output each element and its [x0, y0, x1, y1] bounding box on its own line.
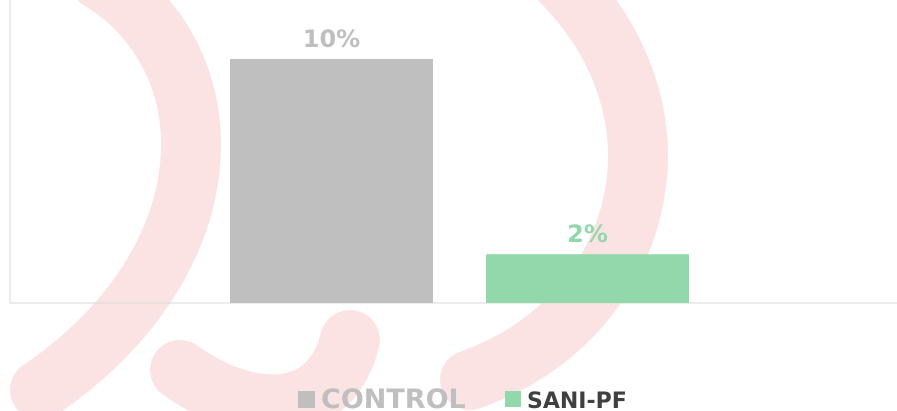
bar — [230, 59, 433, 303]
legend-swatch — [298, 391, 315, 408]
bar — [486, 254, 689, 303]
legend-swatch — [505, 391, 521, 407]
chart: 10% 2% CONTROL SANI-PF — [0, 0, 897, 411]
legend-label: SANI-PF — [527, 389, 627, 411]
legend-label: CONTROL — [321, 384, 466, 411]
value-label: 10% — [303, 25, 360, 53]
value-label: 2% — [567, 220, 608, 248]
page: 10%2%CONTROLSANI-PF (() => { const data … — [0, 0, 897, 411]
